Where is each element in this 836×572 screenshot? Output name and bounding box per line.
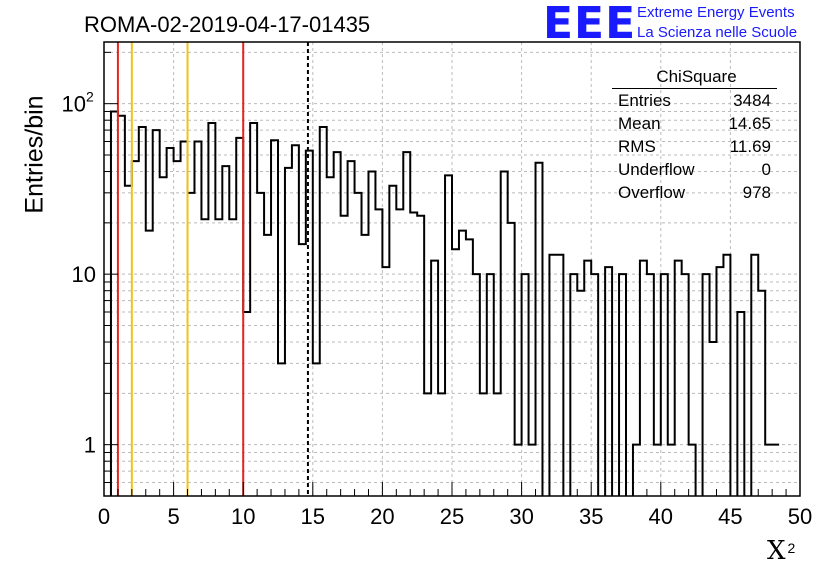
chart-title: ROMA-02-2019-04-17-01435 <box>84 12 371 37</box>
logo-caption-line2: La Scienza nelle Scuole <box>637 24 798 41</box>
x-tick-label: 50 <box>788 504 812 529</box>
y-tick-label-exponent: 2 <box>86 89 94 105</box>
stats-row-underflow: Underflow 0 <box>612 158 777 181</box>
stats-label: Overflow <box>618 183 686 202</box>
stats-value: 3484 <box>733 91 771 110</box>
stats-row-entries: Entries 3484 <box>612 89 777 112</box>
x-tick-label: 25 <box>440 504 464 529</box>
x-tick-label: 5 <box>167 504 179 529</box>
y-tick-label: 10 <box>72 262 96 287</box>
stats-value: 0 <box>761 160 771 179</box>
stats-value: 978 <box>742 183 771 202</box>
stats-label: Underflow <box>618 160 695 179</box>
stats-label: RMS <box>618 137 656 156</box>
logo-caption: Extreme Energy Events La Scienza nelle S… <box>637 3 797 43</box>
x-tick-label: 20 <box>370 504 394 529</box>
x-tick-label: 15 <box>301 504 325 529</box>
y-tick-label: 1 <box>84 433 96 458</box>
stats-row-overflow: Overflow 978 <box>612 181 777 204</box>
histogram-outline <box>109 110 780 496</box>
x-tick-label: 0 <box>98 504 110 529</box>
stats-row-rms: RMS 11.69 <box>612 135 777 158</box>
stats-box: ChiSquare Entries 3484 Mean 14.65 RMS 11.69… <box>612 66 777 204</box>
stats-value: 14.65 <box>728 114 771 133</box>
logo-caption-line1: Extreme Energy Events <box>637 4 795 21</box>
stats-label: Entries <box>618 91 671 110</box>
x-tick-label: 45 <box>718 504 742 529</box>
histogram-bins <box>109 110 780 496</box>
stats-title: ChiSquare <box>612 66 777 89</box>
x-tick-label: 35 <box>579 504 603 529</box>
x-tick-label: 10 <box>231 504 255 529</box>
x-tick-label: 30 <box>509 504 533 529</box>
eee-logo: EEE <box>543 0 637 49</box>
x-axis-label-superscript: 2 <box>787 540 796 556</box>
y-tick-label: 10 <box>62 92 86 117</box>
x-tick-label: 40 <box>649 504 673 529</box>
x-axis-label-main: X <box>767 536 786 566</box>
stats-value: 11.69 <box>729 137 771 156</box>
stats-row-mean: Mean 14.65 <box>612 112 777 135</box>
stats-label: Mean <box>618 114 661 133</box>
